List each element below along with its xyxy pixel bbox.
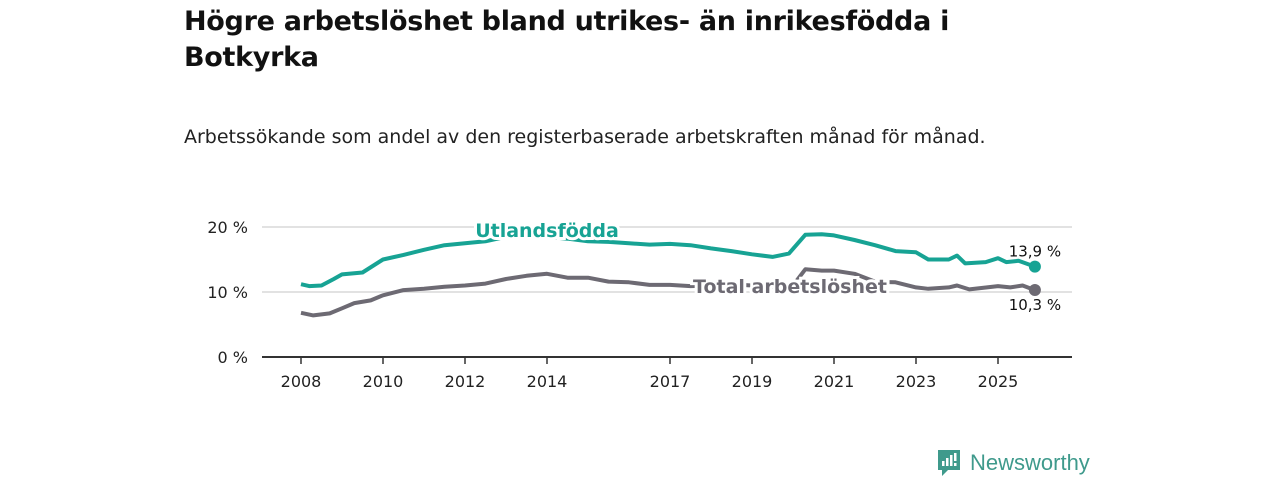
x-tick-label: 2014 xyxy=(527,372,568,391)
series-label-total: Total arbetslöshet xyxy=(693,276,887,298)
end-point xyxy=(1028,284,1041,297)
x-tick-label: 2021 xyxy=(814,372,855,391)
chart-title: Högre arbetslöshet bland utrikes- än inr… xyxy=(184,6,950,73)
x-tick-label: 2017 xyxy=(650,372,691,391)
newsworthy-logo-icon xyxy=(938,450,960,476)
newsworthy-logo: Newsworthy xyxy=(936,448,1090,478)
end-point xyxy=(1028,260,1041,273)
chart-subtitle: Arbetssökande som andel av den registerb… xyxy=(184,126,986,148)
x-tick-label: 2008 xyxy=(281,372,322,391)
series-label-utlandsfodda: Utlandsfödda xyxy=(475,220,619,242)
x-tick-label: 2010 xyxy=(363,372,404,391)
brand-name: Newsworthy xyxy=(970,450,1090,475)
y-tick-label: 20 % xyxy=(207,218,248,237)
series-line-total xyxy=(300,267,1036,318)
x-tick-label: 2023 xyxy=(896,372,937,391)
end-value-label: 10,3 % xyxy=(1009,296,1061,314)
y-tick-label: 0 % xyxy=(218,348,248,367)
x-tick-label: 2025 xyxy=(978,372,1019,391)
x-tick-label: 2012 xyxy=(445,372,486,391)
series-line-utlandsfodda xyxy=(300,232,1036,289)
end-value-label: 13,9 % xyxy=(1009,243,1061,261)
y-tick-label: 10 % xyxy=(207,283,248,302)
x-tick-label: 2019 xyxy=(732,372,773,391)
